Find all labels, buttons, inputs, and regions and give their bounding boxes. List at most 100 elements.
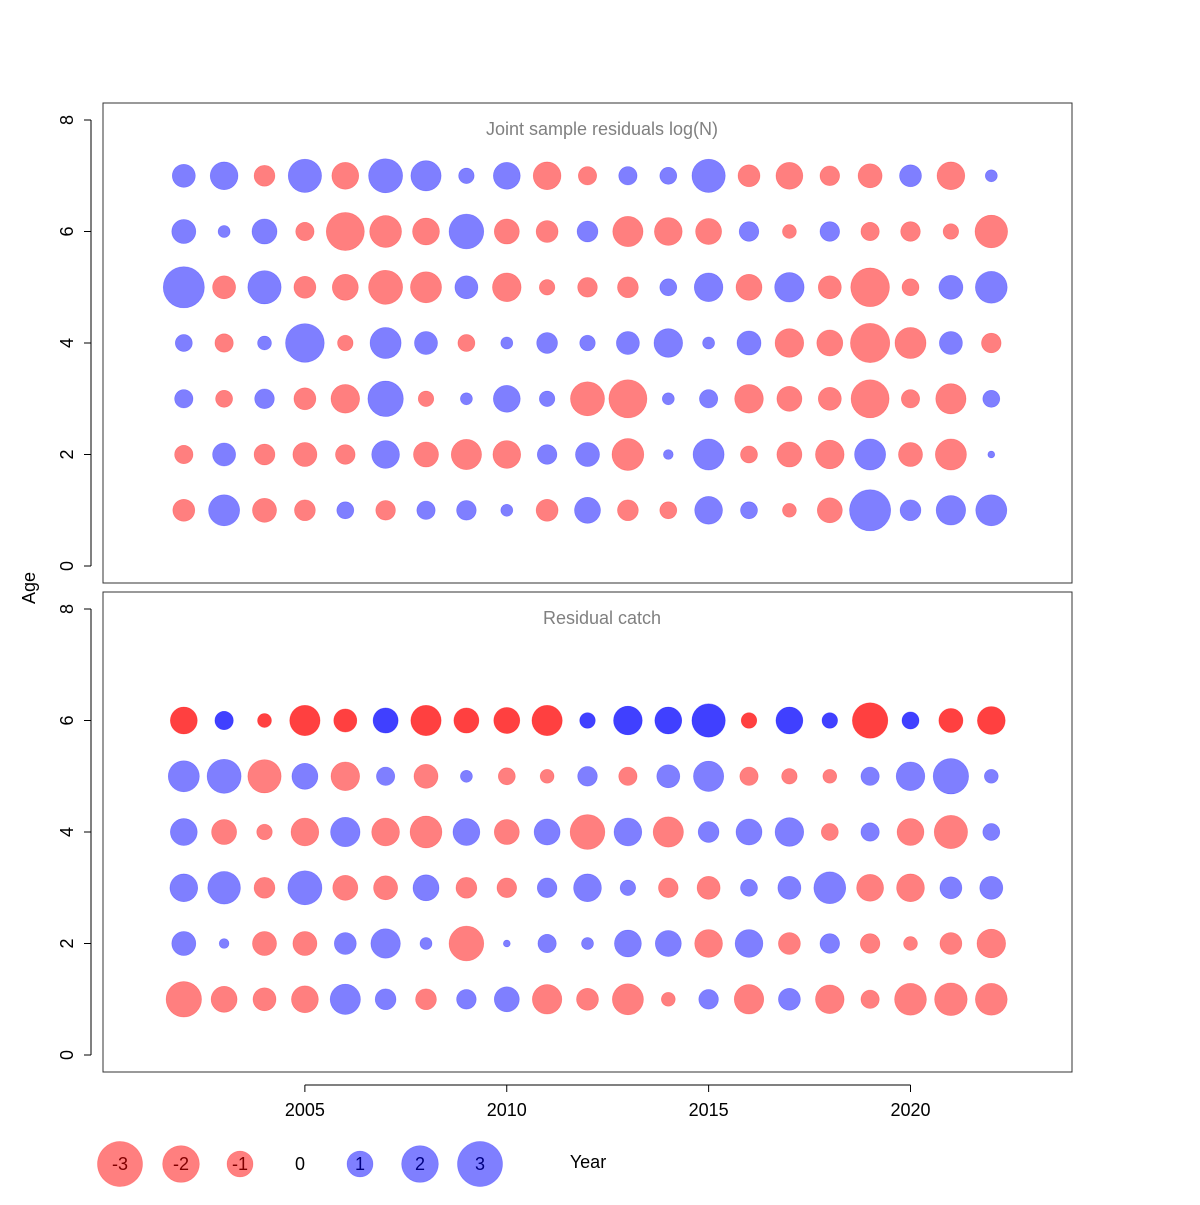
bubble-point (776, 385, 803, 412)
bubble-point (693, 760, 725, 792)
bubble-point (285, 323, 325, 363)
bubble-point (976, 928, 1006, 959)
bubble-point (493, 385, 521, 413)
bubble-point (206, 758, 242, 794)
bubble-point (617, 276, 639, 299)
y-axis: 0 2 4 6 8 (57, 115, 92, 571)
bubble-point (659, 278, 678, 297)
bubble-point (171, 163, 196, 188)
bubble-point (450, 439, 482, 470)
bubble-point (210, 985, 238, 1013)
bubble-point (661, 392, 675, 406)
bubble-point (852, 702, 889, 739)
bubble-point (850, 379, 890, 419)
bubble-point (292, 931, 318, 956)
bubble-point (857, 163, 883, 189)
bubble-point (369, 215, 402, 248)
y-tick-label: 8 (57, 604, 77, 614)
bubble-point (456, 500, 477, 521)
bubble-point (172, 498, 196, 522)
bubble-point (736, 330, 762, 356)
bubble-point (336, 501, 355, 520)
bubble-point (376, 766, 396, 786)
bubble-point (208, 494, 240, 527)
bubble-point (416, 500, 436, 520)
bubble-point (460, 392, 473, 406)
bubble-point (165, 981, 202, 1018)
bubble-point (817, 275, 842, 300)
bubble-point (496, 877, 517, 898)
bubble-point (493, 218, 520, 245)
bubble-point (702, 336, 715, 350)
x-tick-label: 2015 (689, 1100, 729, 1120)
bubble-point (448, 213, 485, 250)
bubble-point (819, 933, 840, 954)
bubble-point (663, 449, 674, 460)
legend-label: 3 (475, 1154, 485, 1174)
bubble-point (653, 328, 683, 358)
bubble-point (938, 708, 964, 733)
bubble-point (733, 984, 765, 1015)
bubble-point (691, 703, 726, 738)
bubble-point (939, 331, 963, 355)
bubble-point (860, 222, 880, 242)
bubble-point (816, 329, 844, 357)
legend-bubble (226, 1150, 254, 1178)
y-tick-label: 2 (57, 938, 77, 948)
bubble-point (325, 212, 365, 251)
bubble-point (374, 988, 397, 1011)
bubble-point (979, 875, 1004, 900)
bubble-point (975, 494, 1008, 527)
bubble-point (817, 386, 842, 411)
bubble-point (740, 712, 758, 729)
bubble-point (415, 988, 437, 1011)
bubble-point (412, 874, 440, 902)
bubble-point (691, 158, 726, 193)
bubble-point (257, 713, 272, 728)
bubble-point (533, 818, 561, 846)
bubble-point (169, 873, 199, 903)
panel-frame (102, 102, 1073, 584)
bubble-point (860, 822, 880, 842)
bubble-point (371, 440, 400, 469)
bubble-group (165, 702, 1008, 1018)
bubble-point (903, 936, 918, 951)
bubble-point (982, 389, 1001, 408)
bubble-point (287, 158, 322, 193)
bubble-point (162, 266, 205, 309)
bubble-point (813, 871, 847, 905)
bubble-point (452, 818, 481, 846)
bubble-point (652, 816, 684, 848)
bubble-point (217, 225, 231, 238)
panel-frame (102, 591, 1073, 1073)
bubble-point (576, 987, 599, 1011)
bubble-point (617, 499, 639, 522)
legend-bubble (162, 1145, 200, 1183)
bubble-point (698, 989, 719, 1010)
bubble-point (174, 389, 194, 409)
bubble-point (901, 711, 920, 730)
bubble-point (938, 274, 964, 300)
legend-label: 0 (295, 1154, 305, 1174)
bubble-point (414, 331, 438, 355)
bubble-point (372, 707, 399, 734)
bubble-point (616, 331, 640, 355)
bubble-point (776, 441, 803, 468)
bubble-point (894, 983, 927, 1016)
bubble-point (901, 278, 920, 297)
bubble-point (289, 705, 321, 736)
bubble-point (735, 818, 763, 846)
bubble-point (252, 987, 277, 1012)
x-tick-label: 2010 (487, 1100, 527, 1120)
bubble-point (778, 987, 801, 1011)
bubble-point (253, 443, 276, 466)
panel-title: Residual catch (543, 608, 661, 628)
y-tick-label: 0 (57, 1050, 77, 1060)
bubble-point (531, 705, 563, 736)
legend-bubble (346, 1150, 374, 1178)
y-tick-label: 2 (57, 449, 77, 459)
bubble-point (493, 986, 520, 1013)
bubble-point (577, 277, 598, 298)
bubble-point (740, 445, 758, 464)
